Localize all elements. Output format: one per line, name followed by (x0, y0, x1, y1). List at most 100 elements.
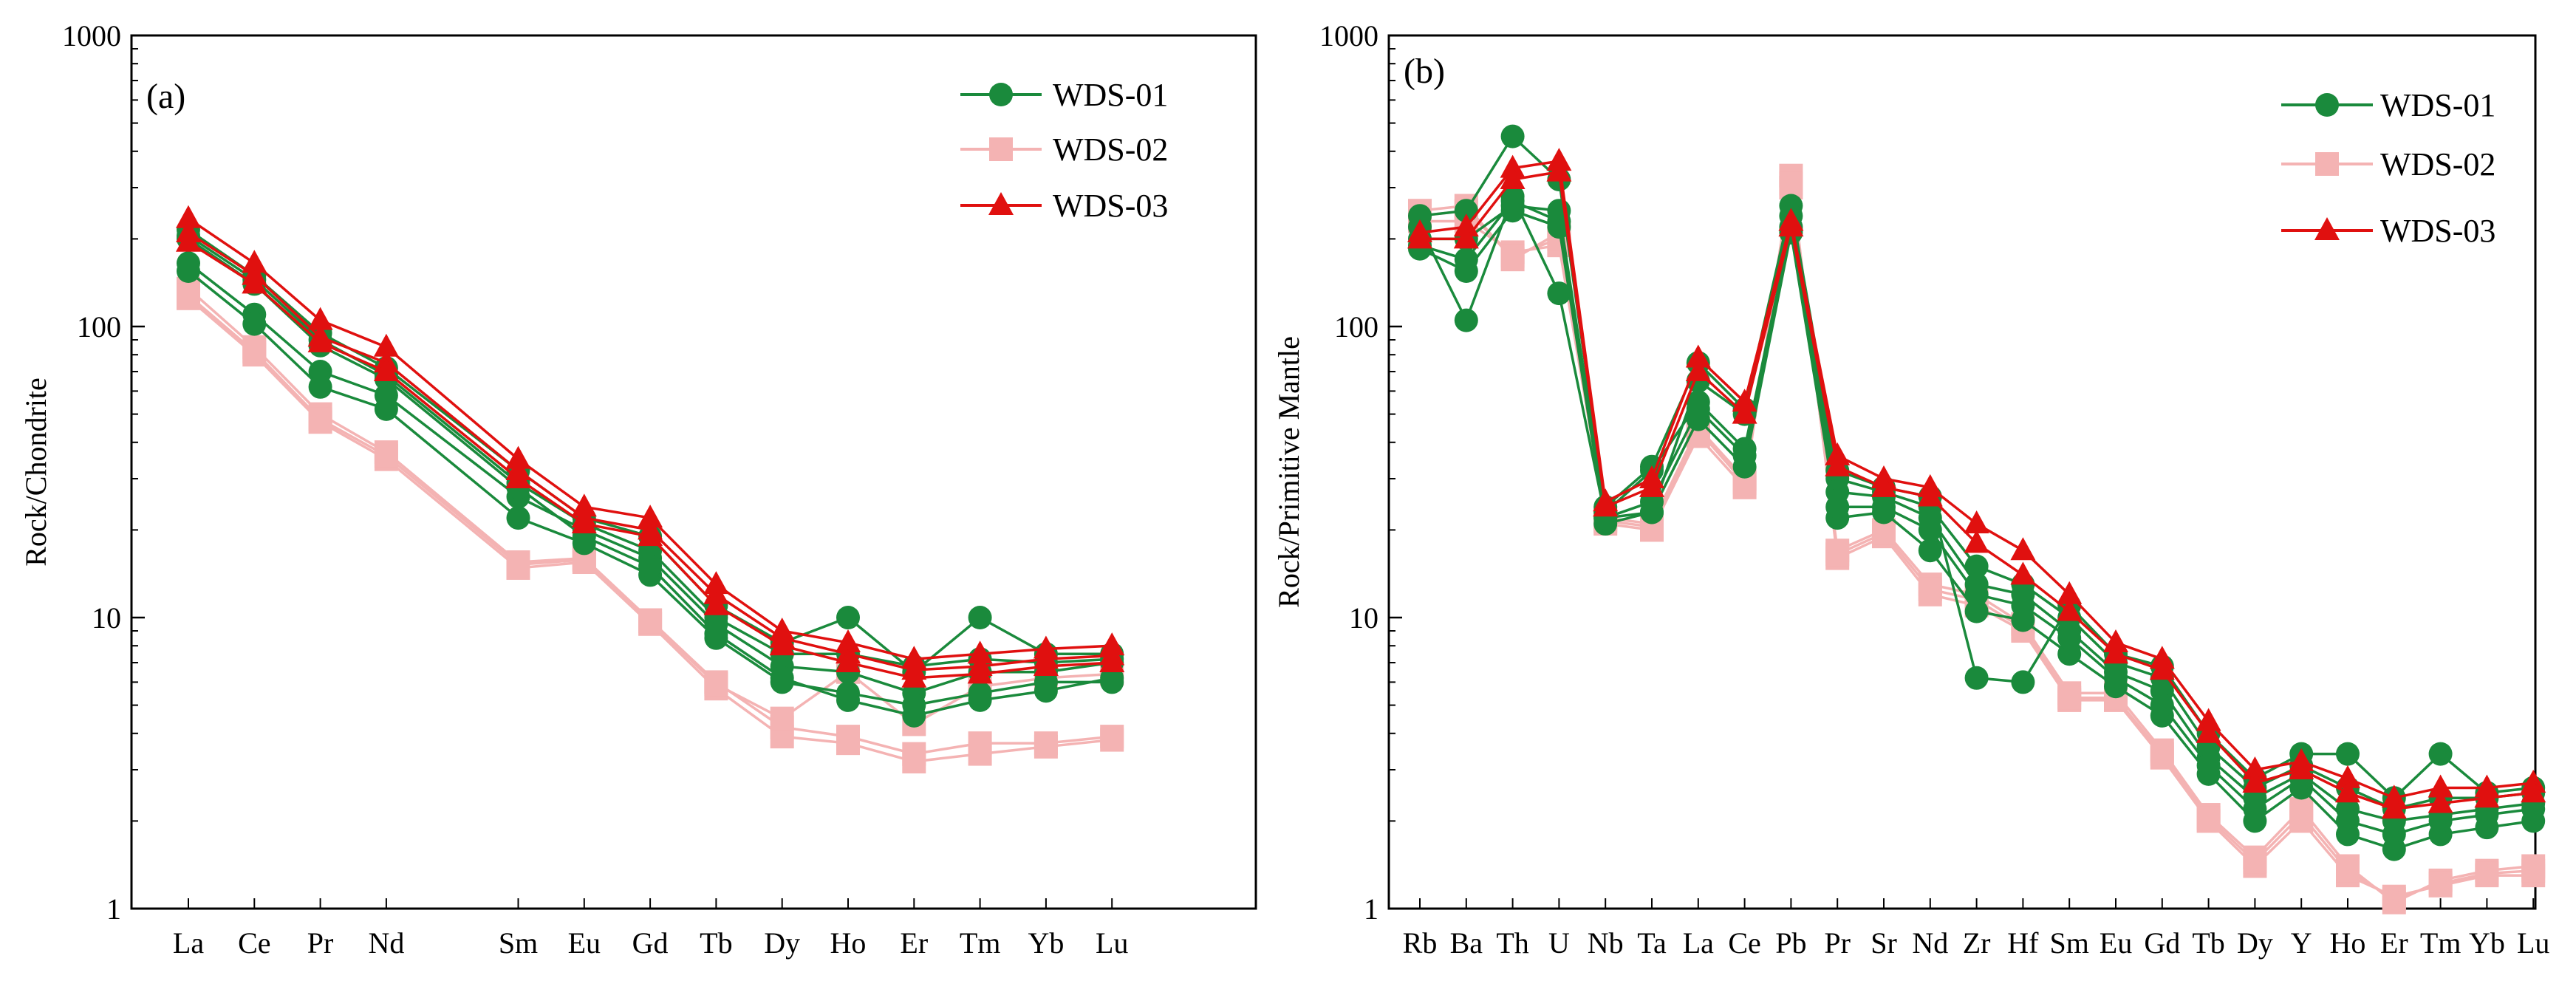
data-point (1871, 474, 1896, 497)
series-line (188, 231, 1113, 671)
x-tick-label: Ba (1450, 926, 1483, 960)
x-tick-label: Sr (1870, 926, 1897, 960)
x-tick-label: Yb (2469, 926, 2505, 960)
data-point (1500, 244, 1525, 268)
data-point (1454, 308, 1478, 332)
x-tick-label: Ta (1637, 926, 1667, 960)
data-point (638, 505, 663, 528)
legend-marker (989, 83, 1013, 106)
legend-item-wds-02: WDS-02 (2281, 146, 2495, 182)
data-point (1034, 679, 1058, 703)
data-point (968, 742, 992, 766)
data-point (1407, 225, 1432, 249)
x-tick-label: Y (2291, 926, 2312, 960)
series-wds-03 (1407, 158, 2546, 819)
data-point (1033, 652, 1059, 676)
data-point (968, 606, 992, 629)
y-tick-label: 100 (1334, 310, 1378, 343)
series-wds-01 (1408, 124, 2546, 810)
legend-label: WDS-03 (2380, 213, 2495, 249)
data-point (902, 703, 926, 728)
data-point (308, 407, 332, 431)
legend-marker (2315, 152, 2339, 176)
data-point (2336, 742, 2360, 766)
data-point (703, 592, 729, 615)
x-tick-label: Dy (764, 926, 800, 960)
legend-marker (988, 192, 1014, 215)
data-point (1593, 493, 1619, 517)
data-point (2010, 537, 2036, 561)
data-point (242, 339, 267, 363)
data-point (836, 688, 860, 712)
data-point (967, 660, 993, 684)
data-point (374, 397, 398, 421)
data-point (704, 672, 728, 697)
x-tick-label: Pb (1775, 926, 1806, 960)
series-line (1420, 170, 2534, 810)
x-tick-label: U (1548, 926, 1570, 960)
legend-b: WDS-01 WDS-02 WDS-03 (2281, 87, 2495, 249)
x-tick-label: Hf (2007, 926, 2039, 960)
data-point (2196, 806, 2221, 830)
x-tick-label: Gd (632, 926, 669, 960)
x-axis-a: La Ce Pr Nd Sm Eu Gd Tb Dy Ho Er Tm Yb Lu (173, 898, 1128, 960)
x-tick-label: Gd (2144, 926, 2180, 960)
data-point (307, 307, 333, 330)
legend-label: WDS-02 (2380, 146, 2495, 182)
data-point (1500, 165, 1526, 189)
x-tick-label: Tm (960, 926, 1001, 960)
data-point (2150, 742, 2174, 766)
data-point (836, 731, 860, 756)
panel-b: (b) Rock/Primitive Mantle 1 10 100 1000 Rb B… (1272, 19, 2549, 960)
y-tick-label: 10 (1349, 601, 1378, 635)
x-tick-label: Ce (238, 926, 270, 960)
plot-frame-a (130, 34, 1257, 910)
series-line (1419, 134, 2534, 799)
legend-label: WDS-01 (2380, 87, 2495, 123)
data-point (901, 664, 927, 688)
data-point (2428, 809, 2453, 833)
y-axis-a: 1 10 100 1000 (62, 19, 145, 926)
data-point (2011, 670, 2035, 694)
data-point (1964, 666, 1989, 690)
data-point (638, 554, 663, 578)
data-point (2011, 593, 2035, 618)
data-point (2428, 790, 2453, 813)
data-point (177, 283, 200, 307)
data-point (2335, 765, 2360, 788)
series-line (188, 228, 1113, 674)
data-point (2104, 666, 2128, 690)
data-point (769, 632, 795, 656)
data-point (1732, 400, 1757, 424)
x-tick-label: Sm (499, 926, 538, 960)
data-point (176, 205, 201, 228)
series-wds-03 (176, 205, 1125, 669)
series-wds-01 (1408, 184, 2546, 821)
data-point (2243, 850, 2267, 874)
data-point (902, 749, 926, 773)
legend-a: WDS-01 WDS-02 WDS-03 (960, 77, 1168, 224)
x-tick-label: Er (2380, 926, 2408, 960)
data-point (308, 375, 332, 399)
x-tick-label: Lu (2517, 926, 2549, 960)
series-line (188, 237, 1113, 717)
data-point (374, 443, 398, 468)
data-point (1825, 542, 1850, 567)
series-line (1418, 195, 2534, 810)
data-point (2196, 719, 2221, 743)
x-tick-label: Rb (1403, 926, 1438, 960)
data-point (1778, 213, 1804, 237)
x-axis-b: Rb Ba Th U Nb Ta La Ce Pb Pr Sr Nd Zr Hf Sm Eu Gd Tb Dy Y Ho… (1403, 898, 2549, 960)
series-group-b (1407, 124, 2546, 915)
data-point (2289, 803, 2314, 827)
data-point (2521, 858, 2546, 883)
data-point (2475, 861, 2499, 886)
x-tick-label: Ce (1728, 926, 1760, 960)
data-point (2242, 770, 2268, 793)
data-point (2336, 809, 2360, 833)
data-point (836, 606, 860, 629)
x-tick-label: Nd (368, 926, 404, 960)
data-point (1454, 199, 1478, 223)
data-point (307, 329, 333, 352)
